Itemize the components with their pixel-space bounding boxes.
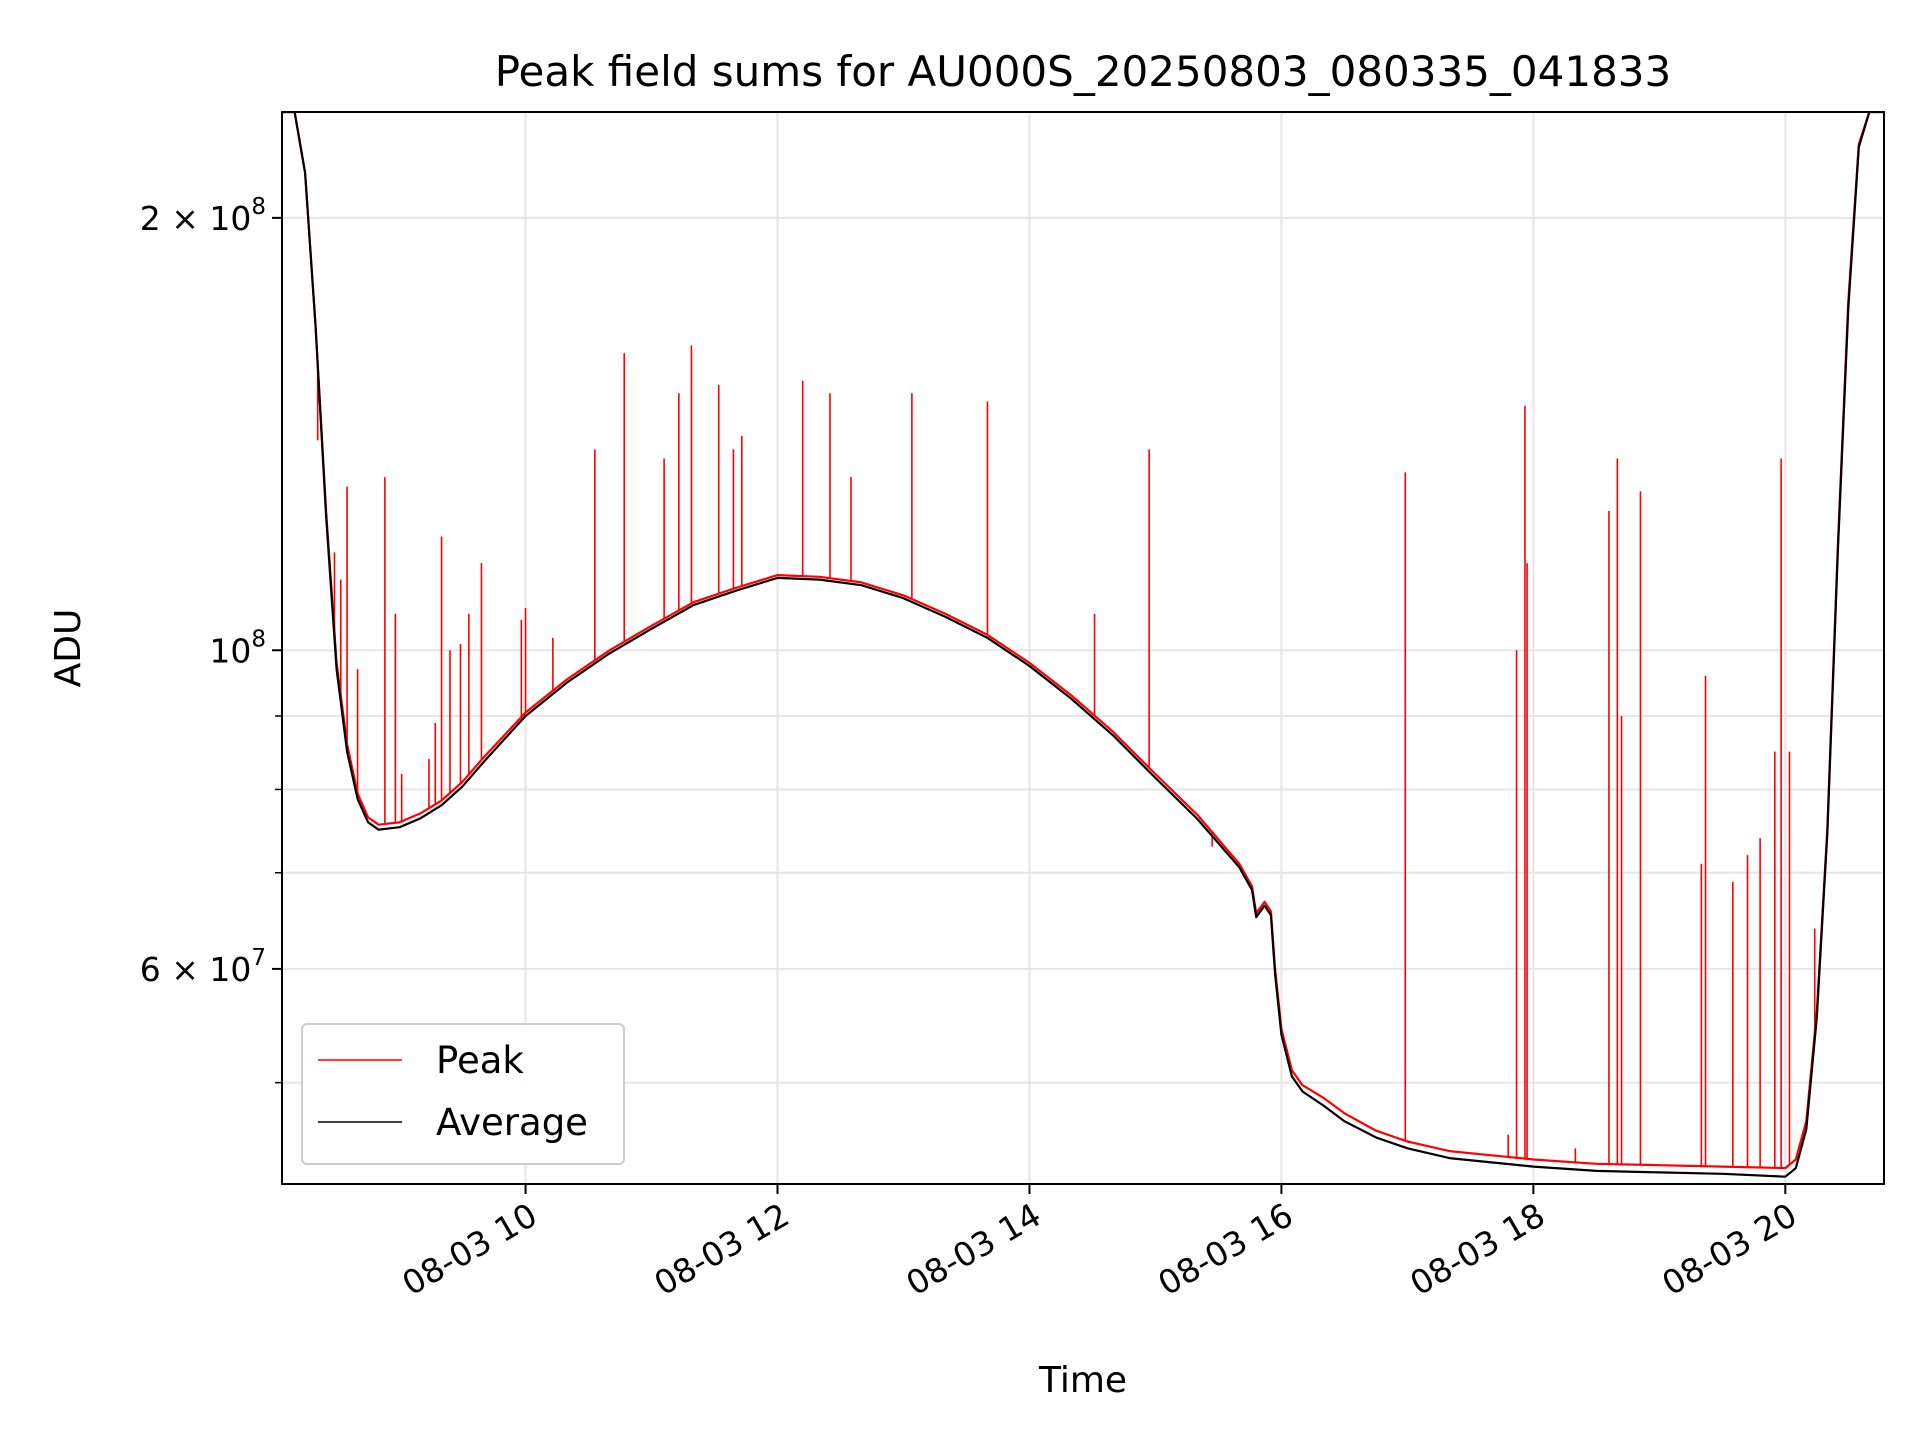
legend-label-average: Average <box>436 1101 588 1144</box>
legend: Peak Average <box>301 1023 625 1165</box>
x-axis-label: Time <box>1038 1360 1127 1401</box>
y-tick-label: 2 × 108 <box>140 194 266 238</box>
chart-title: Peak field sums for AU000S_20250803_0803… <box>495 47 1672 96</box>
y-tick-label: 108 <box>209 626 266 670</box>
series-peak-line <box>282 112 1884 1170</box>
legend-box <box>301 1023 625 1165</box>
y-tick-label: 6 × 107 <box>140 945 266 989</box>
legend-label-peak: Peak <box>436 1039 524 1082</box>
plot-frame <box>281 111 1885 1185</box>
y-axis-label: ADU <box>48 609 89 688</box>
series-layer <box>282 112 1884 1178</box>
series-average-line <box>282 112 1884 1178</box>
